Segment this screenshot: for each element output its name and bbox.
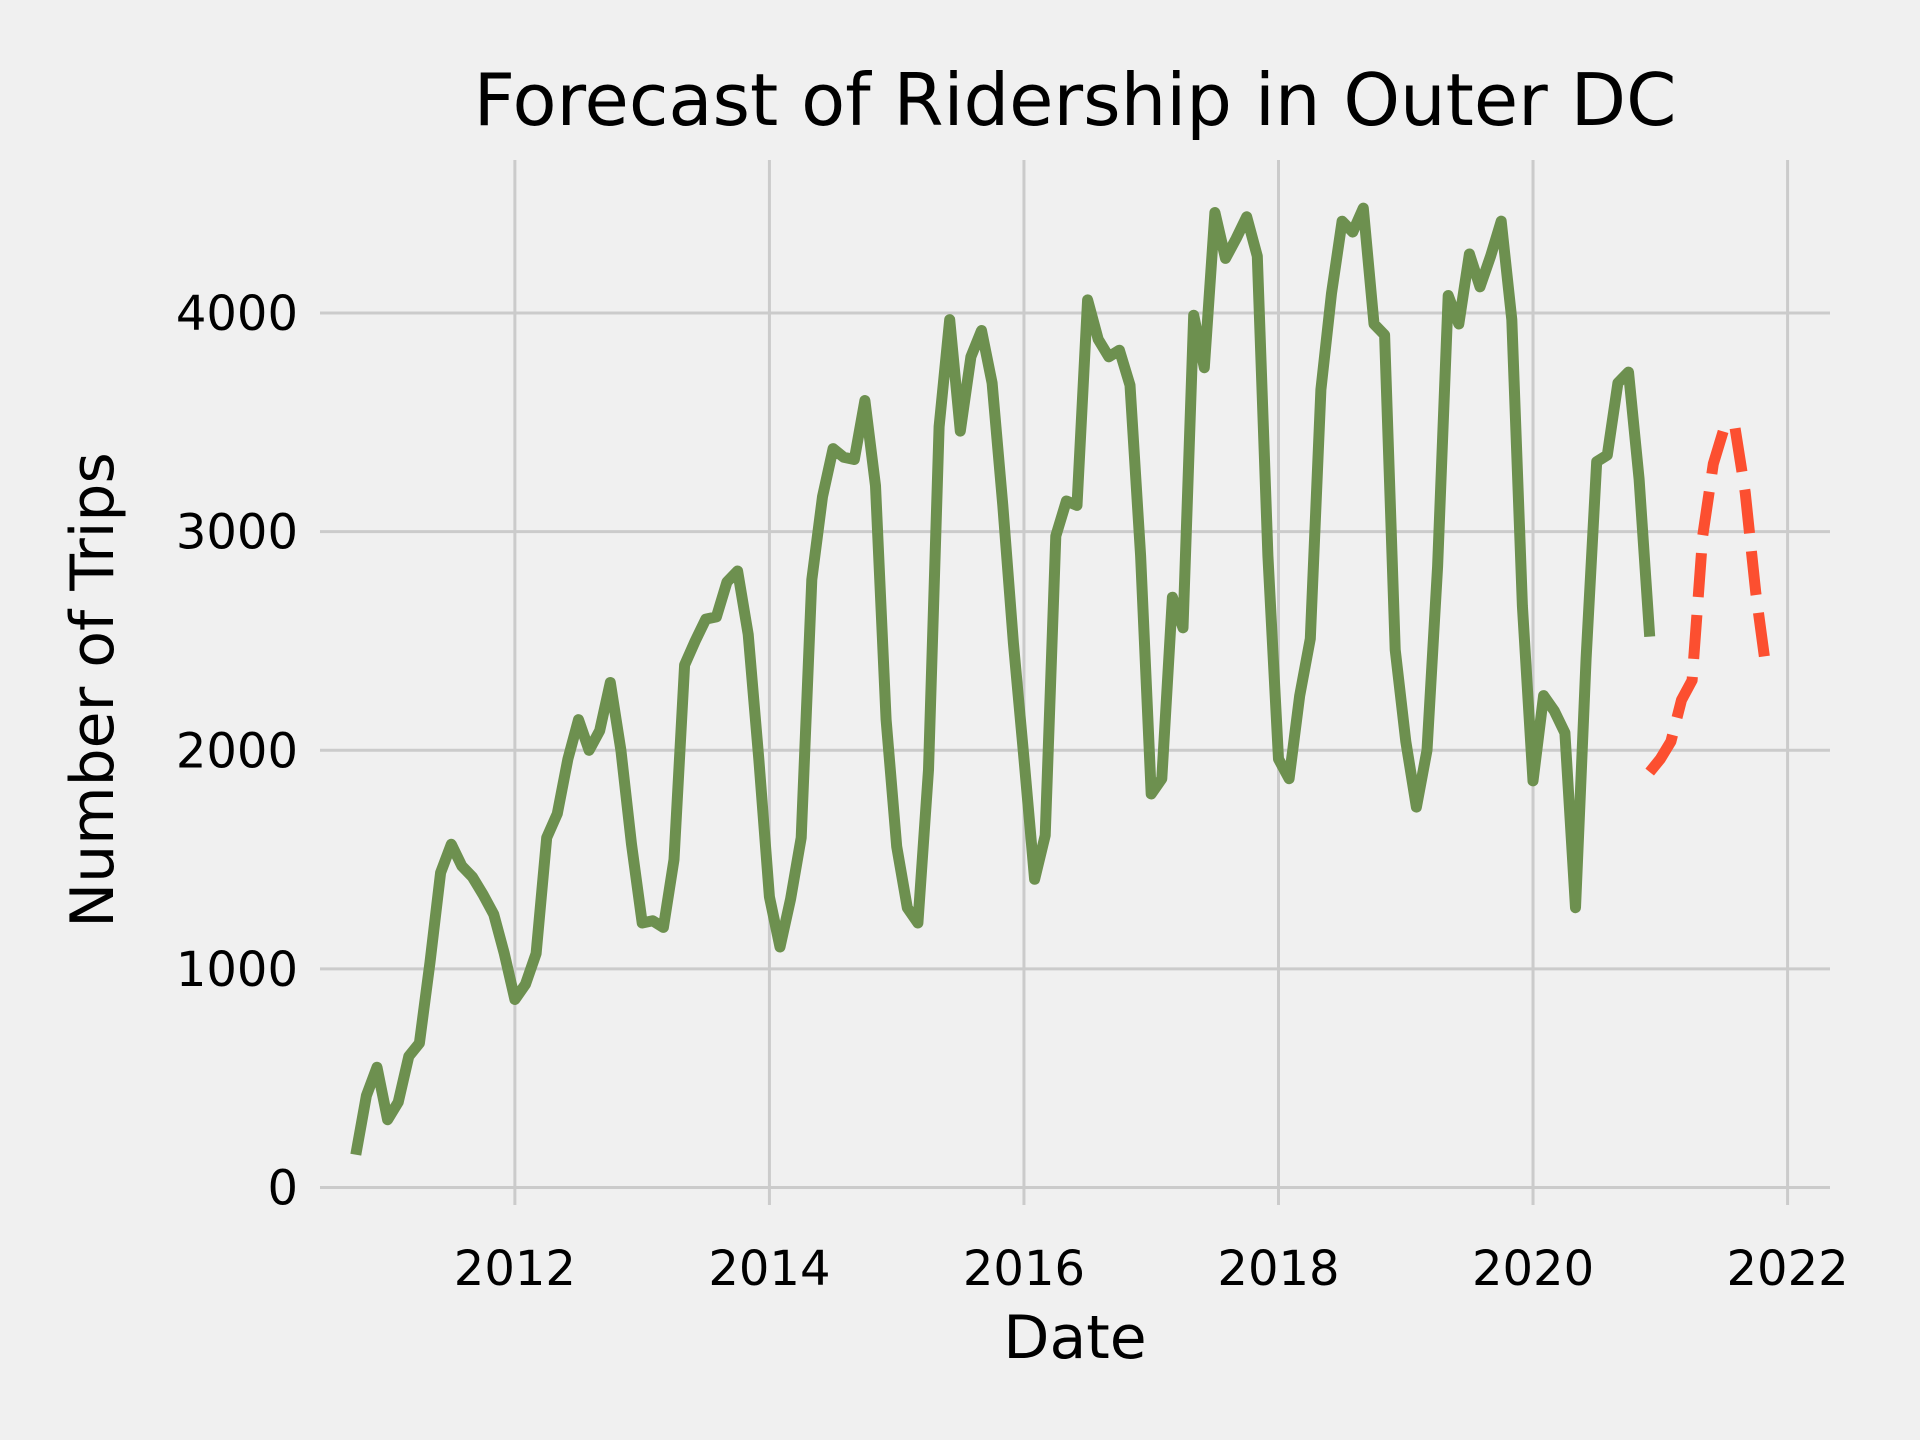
x-tick-label: 2014 xyxy=(708,1241,830,1297)
x-axis-label: Date xyxy=(1003,1303,1146,1373)
y-tick-labels: 0 1000 2000 3000 4000 xyxy=(176,286,298,1216)
y-tick-label: 1000 xyxy=(176,942,298,998)
y-tick-label: 2000 xyxy=(176,723,298,779)
x-tick-label: 2012 xyxy=(454,1241,576,1297)
y-axis-label: Number of Trips xyxy=(58,452,128,928)
ridership-series-line xyxy=(350,202,1656,1156)
series-layer xyxy=(350,202,1772,1156)
x-tick-label: 2018 xyxy=(1217,1241,1339,1297)
x-tick-labels: 2012 2014 2016 2018 2020 2022 xyxy=(454,1241,1849,1297)
x-tick-label: 2016 xyxy=(963,1241,1085,1297)
y-tick-label: 0 xyxy=(267,1161,298,1217)
x-tick-label: 2022 xyxy=(1726,1241,1848,1297)
forecast-series-line xyxy=(1645,419,1772,776)
grid-lines xyxy=(320,160,1830,1205)
chart-title: Forecast of Ridership in Outer DC xyxy=(474,58,1677,142)
y-tick-label: 4000 xyxy=(176,286,298,342)
x-tick-label: 2020 xyxy=(1472,1241,1594,1297)
y-tick-label: 3000 xyxy=(176,505,298,561)
